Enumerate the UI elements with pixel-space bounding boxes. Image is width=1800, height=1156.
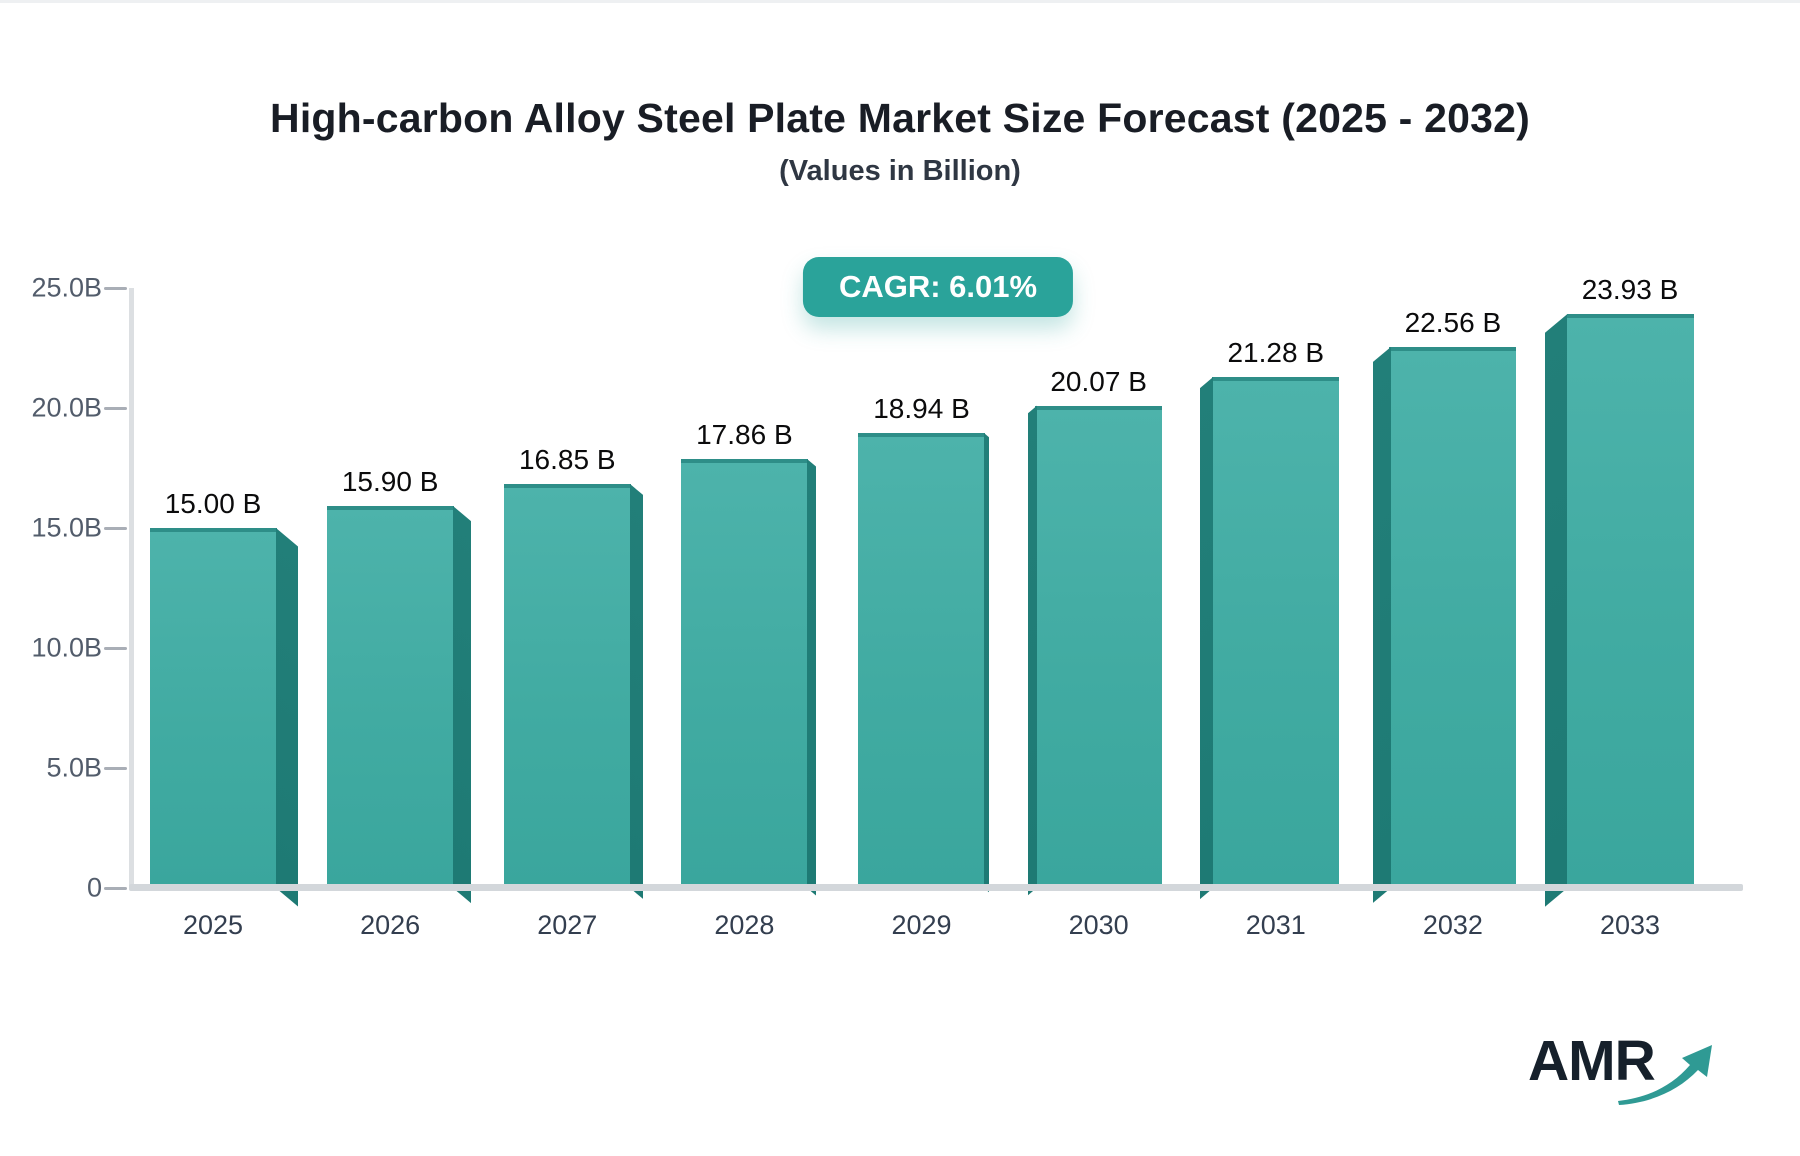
x-axis-label: 2030 bbox=[1068, 910, 1129, 940]
y-axis-tick-mark bbox=[104, 407, 127, 410]
bar-value-label: 22.56 B bbox=[1404, 306, 1502, 338]
y-axis-tick-mark bbox=[104, 887, 127, 890]
x-axis-label: 2025 bbox=[182, 910, 244, 940]
x-axis-label: 2032 bbox=[1422, 910, 1483, 940]
bar-side-face bbox=[806, 459, 816, 896]
chart-subtitle: (Values in Billion) bbox=[779, 155, 1021, 187]
bar bbox=[326, 506, 454, 888]
bar bbox=[503, 483, 631, 888]
y-axis-tick-label: 0 bbox=[86, 872, 102, 903]
x-axis-label: 2028 bbox=[714, 910, 775, 940]
bar bbox=[149, 528, 277, 888]
bar bbox=[1212, 377, 1340, 888]
bar-value-label: 18.94 B bbox=[873, 393, 970, 425]
bar bbox=[1035, 406, 1163, 888]
bar-side-face bbox=[1027, 406, 1037, 896]
bar-side-face bbox=[1545, 313, 1568, 907]
y-axis-tick-mark bbox=[104, 287, 127, 290]
plot-area: 25.0B 20.0B 15.0B 10.0B 5.0B 0 15.00 B 2025 15.9… bbox=[31, 273, 1746, 940]
bar-side-face bbox=[1200, 377, 1214, 900]
y-axis-tick-label: 20.0B bbox=[31, 392, 102, 423]
x-axis-label: 2031 bbox=[1245, 910, 1306, 940]
bar-value-label: 23.93 B bbox=[1581, 273, 1679, 305]
bar bbox=[858, 433, 985, 888]
bar-value-label: 16.85 B bbox=[518, 443, 616, 475]
y-axis-tick-mark bbox=[104, 767, 127, 770]
y-axis-tick-label: 15.0B bbox=[31, 512, 102, 543]
y-axis-tick-label: 5.0B bbox=[46, 752, 102, 783]
bar-side-face bbox=[984, 433, 989, 893]
bar bbox=[1566, 313, 1694, 888]
bar-value-label: 15.90 B bbox=[341, 466, 439, 498]
bar-value-label: 17.86 B bbox=[696, 419, 793, 451]
x-axis-label: 2027 bbox=[537, 910, 598, 940]
x-axis-label: 2029 bbox=[891, 910, 952, 940]
bar bbox=[1389, 346, 1517, 888]
x-axis-label: 2033 bbox=[1599, 910, 1661, 940]
y-axis-tick-mark bbox=[104, 647, 127, 650]
bar-value-label: 15.00 B bbox=[164, 488, 262, 519]
bar-side-face bbox=[275, 528, 298, 907]
chart-title: High-carbon Alloy Steel Plate Market Siz… bbox=[270, 95, 1530, 141]
x-axis-line bbox=[129, 884, 1743, 891]
y-axis-tick-label: 10.0B bbox=[31, 632, 102, 663]
growth-arrow-icon bbox=[1616, 1041, 1716, 1114]
bar-value-label: 21.28 B bbox=[1227, 337, 1325, 369]
brand-logo: AMR bbox=[1528, 1033, 1728, 1123]
cagr-badge: CAGR: 6.01% bbox=[802, 257, 1074, 317]
bar-side-face bbox=[452, 506, 471, 903]
y-axis-line bbox=[129, 288, 134, 888]
y-axis-tick-label: 25.0B bbox=[31, 272, 102, 303]
brand-logo-text: AMR bbox=[1528, 1029, 1656, 1093]
bar-value-label: 20.07 B bbox=[1050, 366, 1147, 398]
x-axis-label: 2026 bbox=[360, 910, 421, 940]
y-axis-tick-mark bbox=[104, 527, 127, 530]
bar-side-face bbox=[629, 483, 643, 900]
bar bbox=[680, 459, 808, 888]
bar-side-face bbox=[1372, 346, 1391, 903]
